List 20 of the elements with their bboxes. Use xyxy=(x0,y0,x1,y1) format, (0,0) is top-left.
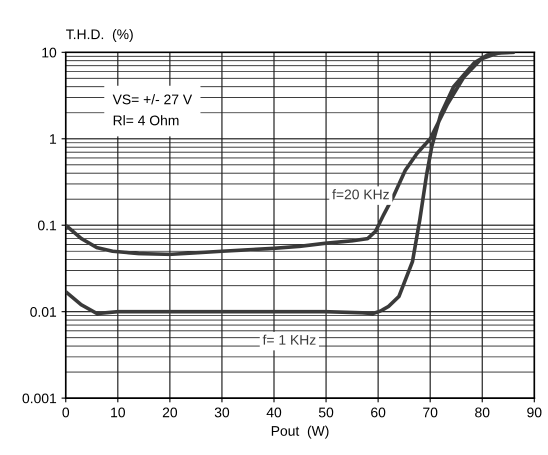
x-tick-label: 70 xyxy=(423,408,438,418)
x-tick-label: 80 xyxy=(475,408,490,418)
x-tick-label: 60 xyxy=(371,408,386,418)
x-tick-label: 40 xyxy=(266,408,282,418)
series-label: f= 1 KHz xyxy=(262,334,316,345)
y-tick-label: 10 xyxy=(42,48,56,58)
y-tick-label: 0.001 xyxy=(22,393,56,404)
x-axis-title: Pout (W) xyxy=(272,426,328,439)
x-tick-label: 30 xyxy=(214,408,230,418)
x-tick-label: 50 xyxy=(318,408,334,418)
y-tick-label: 0.1 xyxy=(38,220,56,230)
y-axis-title: T.H.D. (%) xyxy=(66,29,133,42)
x-tick-label: 20 xyxy=(162,408,178,418)
series-label: f=20 KHz xyxy=(332,189,389,200)
x-tick-label: 0 xyxy=(62,408,70,418)
y-tick-label: 0.01 xyxy=(30,307,56,317)
y-tick-label: 1 xyxy=(50,134,56,144)
x-tick-label: 90 xyxy=(527,408,542,418)
x-tick-label: 10 xyxy=(111,408,125,418)
annotation: VS= +/- 27 V Rl= 4 Ohm xyxy=(112,94,192,126)
